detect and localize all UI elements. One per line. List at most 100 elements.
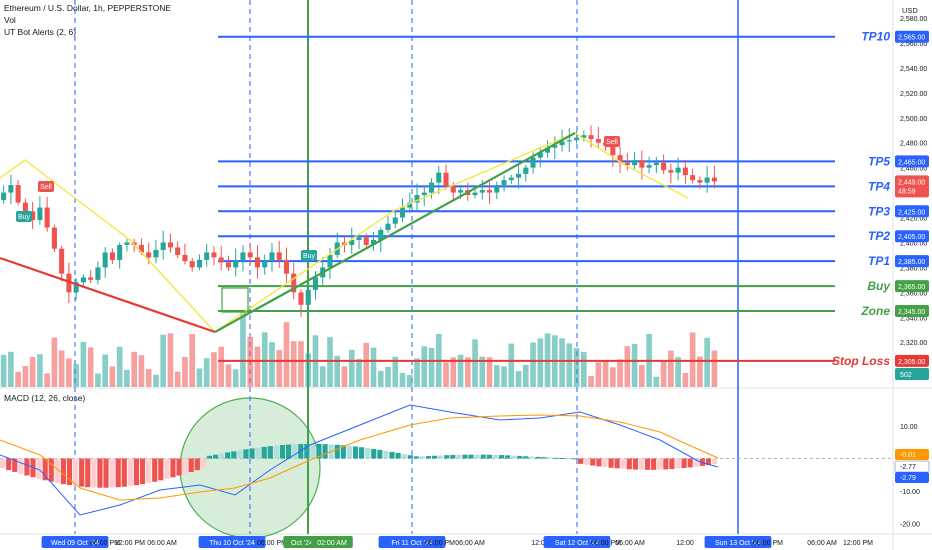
candle-body [95,267,101,280]
macd-tick-label: -10.00 [900,489,920,496]
macd-histogram-bar [316,443,322,459]
volume-bar [8,351,14,387]
macd-histogram-bar [644,458,651,470]
macd-value-tag [895,449,929,460]
macd-histogram-bar [261,446,267,459]
candle-body [632,160,638,166]
macd-histogram-bar [547,457,553,459]
chart-title: Ethereum / U.S. Dollar, 1h, PEPPERSTONE [4,3,172,13]
candle-body [697,180,703,183]
macd-histogram-bar [413,456,419,459]
volume-tag [895,368,929,380]
macd-histogram-bar [85,458,91,488]
macd-histogram-bar [486,454,492,459]
level-label-tp2: TP2 [868,229,890,243]
macd-legend[interactable]: MACD (12, 26, close) [4,393,86,403]
candle-body [59,248,65,274]
candle-body [175,247,181,255]
time-axis-tag [543,536,611,548]
volume-bar [668,350,674,387]
candle-body [37,207,43,221]
candle-body [109,252,115,260]
candle-body [436,172,442,183]
macd-histogram-bar [505,455,511,459]
macd-histogram-bar [322,444,328,459]
downtrend-line [0,256,216,334]
macd-histogram-bar [590,458,596,466]
candle-body [711,177,717,182]
volume-bar [305,353,312,387]
volume-bar [341,366,348,387]
macd-histogram-bar [632,458,638,470]
candle-body [124,242,130,245]
last-price-text: 2,449.00 [898,179,925,186]
volume-bar [675,357,681,387]
candle-body [225,262,231,268]
time-axis-label: 06:00 PM [257,540,287,547]
macd-histogram-bar [511,455,517,459]
countdown-text: 48:59 [898,188,916,195]
macd-histogram-bar [419,456,426,459]
volume-bar [334,355,341,387]
candle-body [1,192,7,201]
level-label-tp5: TP5 [868,154,890,168]
candle-body [668,170,674,173]
volume-bar [356,358,362,387]
price-tick-label: 2,460.00 [900,166,927,173]
candle-body [80,277,86,283]
price-tick-label: 2,560.00 [900,41,927,48]
candle-body [196,259,202,268]
macd-histogram-bar [346,445,353,459]
candle-body [211,252,217,258]
signal-sell-label: Sell [606,139,618,146]
macd-histogram-bar [395,452,401,459]
macd-value-text: -2.79 [900,475,916,482]
time-axis-label: 06:00 PM [425,540,455,547]
time-axis-label: 06:00 PM [90,540,120,547]
macd-histogram-bar [468,454,474,459]
macd-histogram-bar [103,458,109,488]
time-axis-label: 06:00 AM [807,540,837,547]
candle-body [247,252,253,258]
candle-body [8,185,14,193]
candle-body [624,162,630,166]
candle-body [581,135,587,138]
candle-body [204,252,210,260]
volume-bar [406,374,413,387]
signal-sell-badge [38,181,54,192]
level-price-tag-text: 2,365.00 [898,284,925,291]
macd-histogram-bar [620,458,626,469]
macd-histogram-bar [304,443,310,459]
candle-body [545,147,551,153]
candle-body [102,252,108,268]
volume-bar [15,371,21,387]
volume-bar [276,350,283,387]
macd-histogram-bar [194,458,200,471]
macd-histogram-bar [158,458,164,481]
macd-histogram-bar [12,458,18,472]
macd-histogram-bar [292,444,298,459]
macd-histogram-bar [596,458,602,467]
macd-histogram-bar [219,453,225,459]
volume-bar [689,332,696,387]
volume-bar [80,341,87,387]
volume-bar [479,356,486,387]
volume-bar [414,358,420,387]
time-axis-label: 06:00 PM [753,540,783,547]
macd-histogram-bar [383,450,389,459]
macd-histogram-bar [377,449,383,459]
volume-bar [566,343,573,387]
volume-bar [450,357,457,387]
macd-histogram-bar [200,458,206,469]
candle-body [167,242,173,248]
candle-body [153,249,159,258]
volume-bar [682,372,689,387]
macd-histogram-bar [243,449,249,459]
macd-histogram-bar [462,454,468,459]
macd-histogram-bar [127,458,133,487]
indicator-legend[interactable]: UT Bot Alerts (2, 6) [4,27,77,37]
volume-bar [167,333,174,387]
signal-buy-badge [16,211,32,222]
volume-bar [508,343,515,387]
